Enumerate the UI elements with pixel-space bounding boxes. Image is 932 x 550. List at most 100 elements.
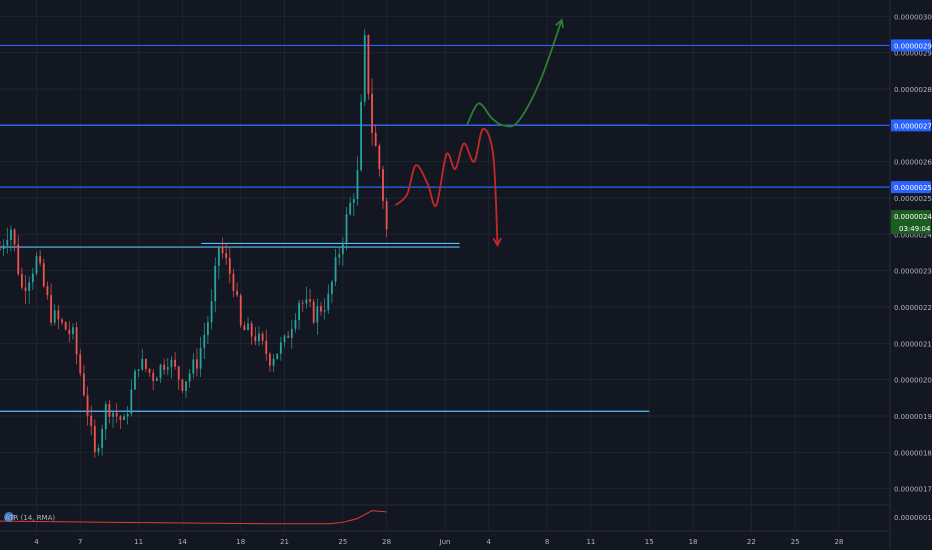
candle-body[interactable] <box>214 265 217 302</box>
candle-body[interactable] <box>134 370 136 390</box>
candle-body[interactable] <box>196 359 198 369</box>
candle-body[interactable] <box>115 412 118 417</box>
candle-body[interactable] <box>24 287 27 291</box>
candle-body[interactable] <box>269 353 271 366</box>
candle-body[interactable] <box>42 263 45 287</box>
candle-body[interactable] <box>316 306 319 323</box>
indicator-legend[interactable]: ATR (14, RMA) <box>4 512 55 522</box>
candle-body[interactable] <box>170 359 173 368</box>
candle-body[interactable] <box>177 366 180 380</box>
candle-body[interactable] <box>53 310 56 323</box>
candle-body[interactable] <box>232 273 235 291</box>
candle-body[interactable] <box>207 322 209 336</box>
candle-body[interactable] <box>123 416 125 421</box>
candle-body[interactable] <box>20 273 23 288</box>
candle-body[interactable] <box>68 329 71 335</box>
candle-body[interactable] <box>130 389 133 414</box>
candle-body[interactable] <box>378 145 381 170</box>
candle-body[interactable] <box>166 367 169 370</box>
candle-body[interactable] <box>287 335 290 338</box>
candle-body[interactable] <box>39 256 42 264</box>
candle-body[interactable] <box>61 319 63 323</box>
indicator-label[interactable]: ATR (14, RMA) <box>5 514 55 522</box>
candle-body[interactable] <box>31 273 34 283</box>
candle-body[interactable] <box>301 302 304 304</box>
candle-body[interactable] <box>239 295 242 326</box>
candle-body[interactable] <box>72 327 74 335</box>
candle-body[interactable] <box>228 258 231 274</box>
candle-body[interactable] <box>203 335 206 348</box>
candle-body[interactable] <box>334 257 337 282</box>
candle-body[interactable] <box>6 240 9 246</box>
candle-body[interactable] <box>185 381 187 391</box>
candle-body[interactable] <box>104 404 107 430</box>
candle-body[interactable] <box>327 293 330 311</box>
candle-body[interactable] <box>35 256 38 274</box>
candle-body[interactable] <box>283 335 286 343</box>
candle-body[interactable] <box>309 299 311 302</box>
candle-body[interactable] <box>159 364 162 379</box>
candle-body[interactable] <box>247 323 249 331</box>
candle-body[interactable] <box>17 244 20 274</box>
candle-body[interactable] <box>217 246 220 266</box>
candle-body[interactable] <box>363 35 366 102</box>
candle-body[interactable] <box>174 359 176 367</box>
candle-body[interactable] <box>323 310 326 312</box>
candle-body[interactable] <box>119 416 122 421</box>
candle-body[interactable] <box>276 353 279 359</box>
candle-body[interactable] <box>0 248 1 250</box>
candle-body[interactable] <box>112 412 114 417</box>
candle-body[interactable] <box>82 373 85 396</box>
projection-layer[interactable] <box>394 18 564 248</box>
candle-body[interactable] <box>137 369 140 371</box>
candle-body[interactable] <box>250 323 253 337</box>
candle-body[interactable] <box>254 336 257 342</box>
candle-body[interactable] <box>64 322 67 330</box>
candle-body[interactable] <box>305 299 308 304</box>
candle-body[interactable] <box>90 415 93 426</box>
candle-body[interactable] <box>382 169 384 202</box>
candle-body[interactable] <box>341 242 344 255</box>
projection-bearish-path[interactable] <box>394 128 499 246</box>
candle-body[interactable] <box>2 245 5 250</box>
candle-body[interactable] <box>101 429 104 449</box>
candle-body[interactable] <box>188 373 191 382</box>
candle-body[interactable] <box>145 358 147 369</box>
candle-body[interactable] <box>126 413 129 417</box>
candle-body[interactable] <box>93 425 96 452</box>
candle-body[interactable] <box>236 290 238 296</box>
candle-body[interactable] <box>28 282 31 291</box>
candle-body[interactable] <box>345 214 348 243</box>
candle-body[interactable] <box>338 254 341 258</box>
candle-body[interactable] <box>261 333 264 341</box>
candle-body[interactable] <box>298 302 300 321</box>
candle-body[interactable] <box>79 354 82 374</box>
candle-body[interactable] <box>312 301 315 323</box>
candle-body[interactable] <box>181 379 184 391</box>
projection-bullish-path[interactable] <box>466 19 563 128</box>
candle-body[interactable] <box>192 359 195 374</box>
candle-body[interactable] <box>199 347 202 369</box>
candle-body[interactable] <box>148 368 151 373</box>
candle-body[interactable] <box>141 358 144 370</box>
candle-body[interactable] <box>50 295 52 323</box>
candle-body[interactable] <box>75 327 78 355</box>
candle-body[interactable] <box>367 35 370 94</box>
candle-body[interactable] <box>155 378 158 381</box>
candle-body[interactable] <box>320 306 322 312</box>
candle-body[interactable] <box>97 448 100 452</box>
candle-body[interactable] <box>272 358 275 366</box>
candle-body[interactable] <box>352 199 355 203</box>
candle-body[interactable] <box>290 328 293 338</box>
candle-body[interactable] <box>108 404 111 417</box>
candle-body[interactable] <box>294 320 297 329</box>
candle-body[interactable] <box>225 253 228 259</box>
candle-body[interactable] <box>57 310 60 320</box>
candles-layer[interactable] <box>0 29 388 458</box>
candle-body[interactable] <box>243 325 246 331</box>
candle-body[interactable] <box>86 395 89 416</box>
candle-body[interactable] <box>221 246 224 254</box>
candle-body[interactable] <box>163 364 166 370</box>
candle-body[interactable] <box>10 229 12 241</box>
candle-body[interactable] <box>371 93 373 133</box>
